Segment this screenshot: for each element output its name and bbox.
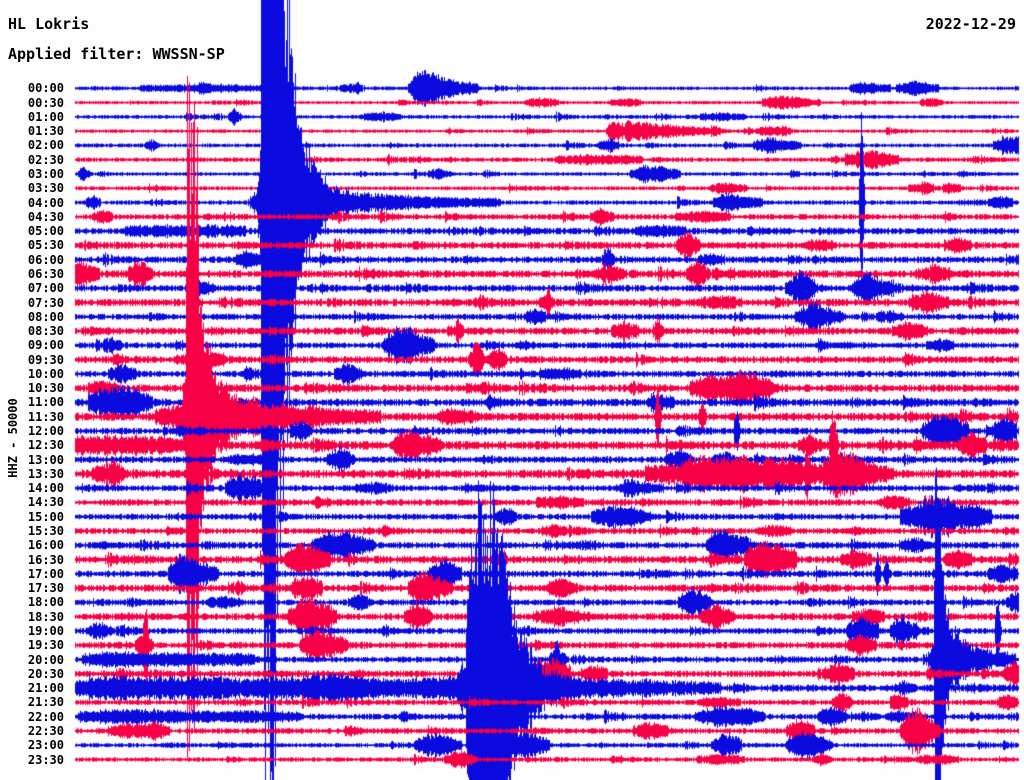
row-time-label: 04:00 [27,195,64,210]
row-time-label: 10:00 [27,366,64,381]
row-time-label: 19:00 [27,623,64,638]
row-time-label: 06:30 [27,266,64,281]
row-time-label: 13:30 [27,466,64,481]
row-time-label: 14:30 [27,495,64,510]
row-time-label: 05:00 [27,224,64,239]
row-time-label: 07:00 [27,281,64,296]
row-time-label: 08:30 [27,324,64,339]
row-time-label: 05:30 [27,238,64,253]
row-time-label: 21:30 [27,695,64,710]
row-time-label: 08:00 [27,309,64,324]
row-time-label: 06:00 [27,252,64,267]
row-time-label: 12:30 [27,438,64,453]
row-time-label: 18:00 [27,595,64,610]
row-time-label: 00:30 [27,95,64,110]
row-time-label: 12:00 [27,424,64,439]
row-time-label: 23:30 [27,752,64,767]
row-time-label: 16:00 [27,538,64,553]
row-time-label: 01:00 [27,109,64,124]
row-time-label: 20:30 [27,666,64,681]
row-time-label: 09:30 [27,352,64,367]
date-label: 2022-12-29 [925,15,1016,33]
row-time-label: 11:30 [27,409,64,424]
row-time-label: 13:00 [27,452,64,467]
row-time-label: 10:30 [27,381,64,396]
row-time-label: 23:00 [27,738,64,753]
row-time-label: 21:00 [27,681,64,696]
row-time-label: 17:30 [27,581,64,596]
station-title: HL Lokris [8,15,90,33]
row-time-label: 20:00 [27,652,64,667]
row-time-label: 17:00 [27,566,64,581]
row-time-label: 22:00 [27,709,64,724]
row-time-label: 22:30 [27,723,64,738]
filter-label: Applied filter: WWSSN-SP [8,45,225,63]
row-time-label: 03:00 [27,166,64,181]
row-time-label: 04:30 [27,209,64,224]
row-time-label: 18:30 [27,609,64,624]
row-time-label: 15:00 [27,509,64,524]
row-time-label: 02:30 [27,152,64,167]
row-time-label: 19:30 [27,638,64,653]
row-time-label: 07:30 [27,295,64,310]
row-time-label: 03:30 [27,181,64,196]
row-time-label: 09:00 [27,338,64,353]
row-time-label: 11:00 [27,395,64,410]
row-time-label: 00:00 [27,81,64,96]
row-time-label: 02:00 [27,138,64,153]
row-time-label: 14:00 [27,481,64,496]
row-time-label: 15:30 [27,524,64,538]
row-time-label: 01:30 [27,124,64,139]
row-time-label: 16:30 [27,552,64,567]
